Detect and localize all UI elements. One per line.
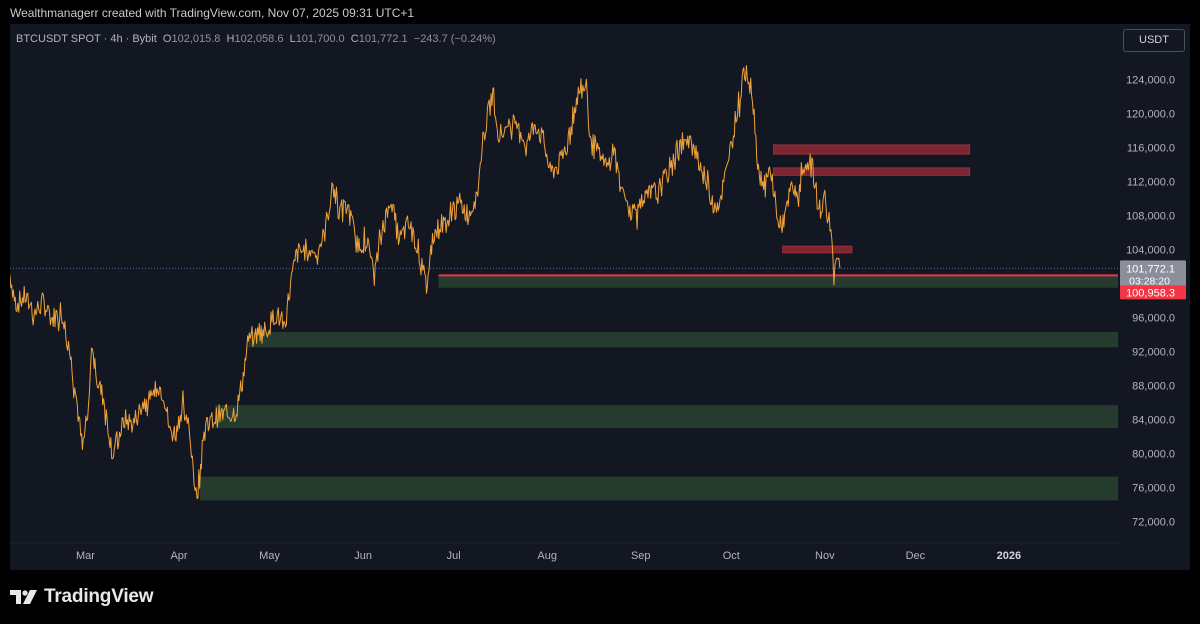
time-axis: Mar Apr May Jun Jul Aug Sep Oct Nov Dec 2026 <box>10 542 1118 570</box>
high-value: 102,058.6 <box>234 33 284 45</box>
time-tick-label: Apr <box>170 550 187 562</box>
time-tick-label: 2026 <box>997 550 1021 562</box>
price-tick-label: 120,000.0 <box>1126 108 1175 120</box>
open-value: 102,015.8 <box>171 33 221 45</box>
last-price-label: 101,772.1 <box>1126 263 1175 275</box>
support-zone-3 <box>215 405 1118 429</box>
price-tick-label: 72,000.0 <box>1132 517 1175 529</box>
symbol-name: BTCUSDT SPOT · 4h · Bybit <box>16 33 157 45</box>
price-tick-label: 96,000.0 <box>1132 313 1175 325</box>
price-tick-label: 116,000.0 <box>1127 142 1175 154</box>
zones-layer <box>200 144 1119 501</box>
low-value: 101,700.0 <box>295 33 345 45</box>
time-tick-label: Mar <box>76 550 95 562</box>
price-tick-label: 92,000.0 <box>1132 347 1175 359</box>
support-zone-2 <box>248 331 1119 348</box>
price-series-layer <box>10 65 1118 500</box>
marker-price-tag <box>1120 285 1186 300</box>
countdown-label: 03:28:20 <box>1129 275 1170 287</box>
resistance-zone-7 <box>782 245 853 254</box>
brand-name: TradingView <box>44 586 154 607</box>
support-zone-1 <box>438 274 1118 288</box>
currency-button[interactable]: USDT <box>1123 29 1185 52</box>
price-axis: 72,000.0 76,000.0 80,000.0 84,000.0 88,000.0… <box>1120 40 1186 529</box>
close-label: C <box>350 33 359 45</box>
price-tick-label: 108,000.0 <box>1126 210 1175 222</box>
time-tick-label: Aug <box>537 550 557 562</box>
brand-footer: TradingView <box>10 586 154 608</box>
price-tick-label: 80,000.0 <box>1132 449 1175 461</box>
price-tick-label: 112,000.0 <box>1127 176 1175 188</box>
time-tick-label: Oct <box>723 550 740 562</box>
time-tick-label: Nov <box>815 550 835 562</box>
last-price-tag <box>1120 260 1186 287</box>
price-tick-label: 84,000.0 <box>1132 415 1175 427</box>
close-value: 101,772.1 <box>358 33 408 45</box>
price-chart[interactable]: 72,000.0 76,000.0 80,000.0 84,000.0 88,000.0… <box>10 24 1190 570</box>
symbol-legend: BTCUSDT SPOT · 4h · Bybit O102,015.8 H10… <box>16 33 496 45</box>
change-value: −243.7 (−0.24%) <box>413 33 496 45</box>
time-tick-label: Dec <box>906 550 926 562</box>
open-label: O <box>162 33 172 45</box>
price-tick-label: 76,000.0 <box>1132 483 1175 495</box>
attribution-text: Wealthmanagerr created with TradingView.… <box>10 6 415 20</box>
time-tick-label: Jul <box>447 550 461 562</box>
marker-price-label: 100,958.3 <box>1126 287 1175 299</box>
price-series-line <box>10 65 841 500</box>
price-tick-label: 88,000.0 <box>1132 381 1175 393</box>
low-label: L <box>289 33 296 45</box>
time-tick-label: May <box>259 550 280 562</box>
high-label: H <box>226 33 235 45</box>
chart-panel[interactable]: 72,000.0 76,000.0 80,000.0 84,000.0 88,000.0… <box>10 24 1190 570</box>
time-tick-label: Jun <box>354 550 372 562</box>
time-axis-bg <box>10 543 1118 570</box>
time-tick-label: Sep <box>631 550 651 562</box>
price-tick-label: 124,000.0 <box>1126 74 1175 86</box>
support-zone-4 <box>200 476 1119 501</box>
price-tick-label: 104,000.0 <box>1126 244 1175 256</box>
resistance-zone-5 <box>773 144 971 155</box>
tradingview-logo-icon <box>10 590 37 604</box>
resistance-zone-6 <box>773 167 971 176</box>
